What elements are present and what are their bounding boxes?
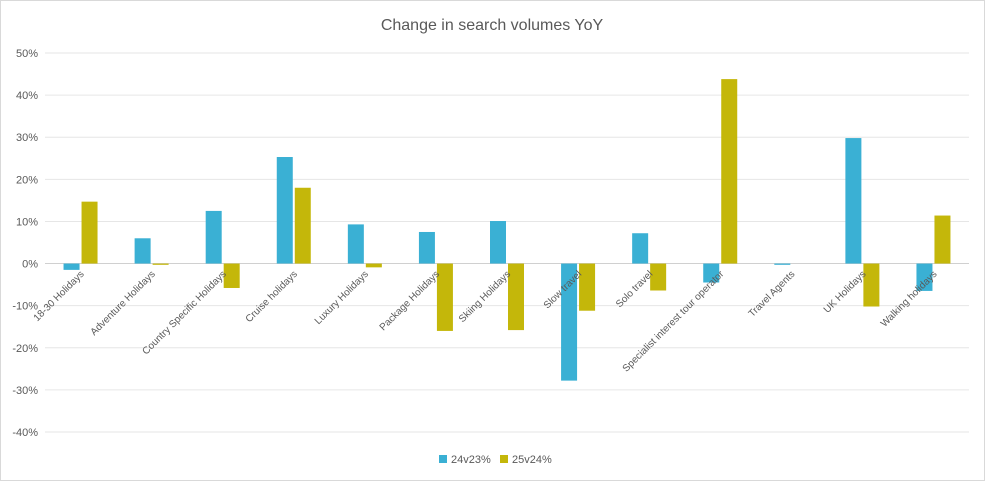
legend-label: 25v24% — [512, 454, 552, 466]
category-label: UK Holidays — [822, 269, 869, 316]
y-axis-ticks: 50% 40% 30% 20% 10% 0% -10% -20% -30% -40% — [12, 48, 38, 439]
legend: 24v23% 25v24% — [439, 454, 552, 466]
bar-series-1 — [134, 238, 151, 264]
y-tick-label: 50% — [16, 48, 38, 60]
category-label: Country Specific Holidays — [140, 269, 228, 357]
legend-label: 24v23% — [451, 454, 491, 466]
y-tick-label: -10% — [12, 301, 38, 313]
y-tick-label: 30% — [16, 132, 38, 144]
bar-series-2 — [508, 263, 524, 331]
bar-series-1 — [490, 221, 506, 264]
y-tick-label: 10% — [16, 216, 38, 228]
bar-series-1 — [774, 263, 791, 265]
bar-series-1 — [632, 233, 649, 264]
y-tick-label: -20% — [12, 343, 38, 355]
category-label: Solo travel — [614, 269, 655, 310]
bar-series-1 — [561, 263, 578, 381]
bars — [63, 79, 951, 381]
category-label: Skiing Holidays — [457, 269, 513, 325]
category-label: Luxury Holidays — [313, 269, 371, 327]
legend-swatch — [439, 455, 447, 463]
y-tick-label: 0% — [22, 259, 38, 271]
bar-series-1 — [205, 210, 222, 264]
bar-series-2 — [223, 263, 240, 288]
bar-series-2 — [365, 263, 382, 268]
bar-series-2 — [863, 263, 880, 307]
y-tick-label: -30% — [12, 385, 38, 397]
bar-series-1 — [916, 263, 933, 291]
bar-series-1 — [418, 231, 435, 264]
bar-series-1 — [845, 138, 862, 264]
bar-series-2 — [721, 79, 738, 264]
bar-series-2 — [934, 215, 951, 264]
y-tick-label: -40% — [12, 427, 38, 439]
chart-title: Change in search volumes YoY — [381, 17, 604, 34]
bar-series-2 — [579, 263, 596, 311]
category-label: Package Holidays — [378, 269, 442, 333]
bar-series-2 — [81, 201, 98, 264]
category-label: Walking holidays — [879, 269, 940, 330]
category-labels: 18-30 Holidays Adventure HolidaysCountry … — [32, 268, 940, 374]
category-label: Travel Agents — [747, 269, 798, 320]
bar-series-1 — [63, 263, 80, 270]
bar-series-1 — [276, 157, 293, 264]
legend-swatch — [500, 455, 508, 463]
y-tick-label: 20% — [16, 174, 38, 186]
category-label: Cruise holidays — [244, 269, 300, 325]
bar-series-2 — [294, 187, 311, 264]
bar-series-1 — [347, 224, 364, 264]
y-tick-label: 40% — [16, 90, 38, 102]
bar-series-1 — [703, 263, 720, 283]
gridlines — [45, 52, 969, 433]
bar-series-2 — [436, 263, 453, 331]
bar-series-2 — [650, 263, 667, 291]
category-label: 18-30 Holidays — [32, 269, 87, 324]
category-label: Adventure Holidays — [89, 269, 158, 338]
bar-series-2 — [152, 263, 169, 265]
